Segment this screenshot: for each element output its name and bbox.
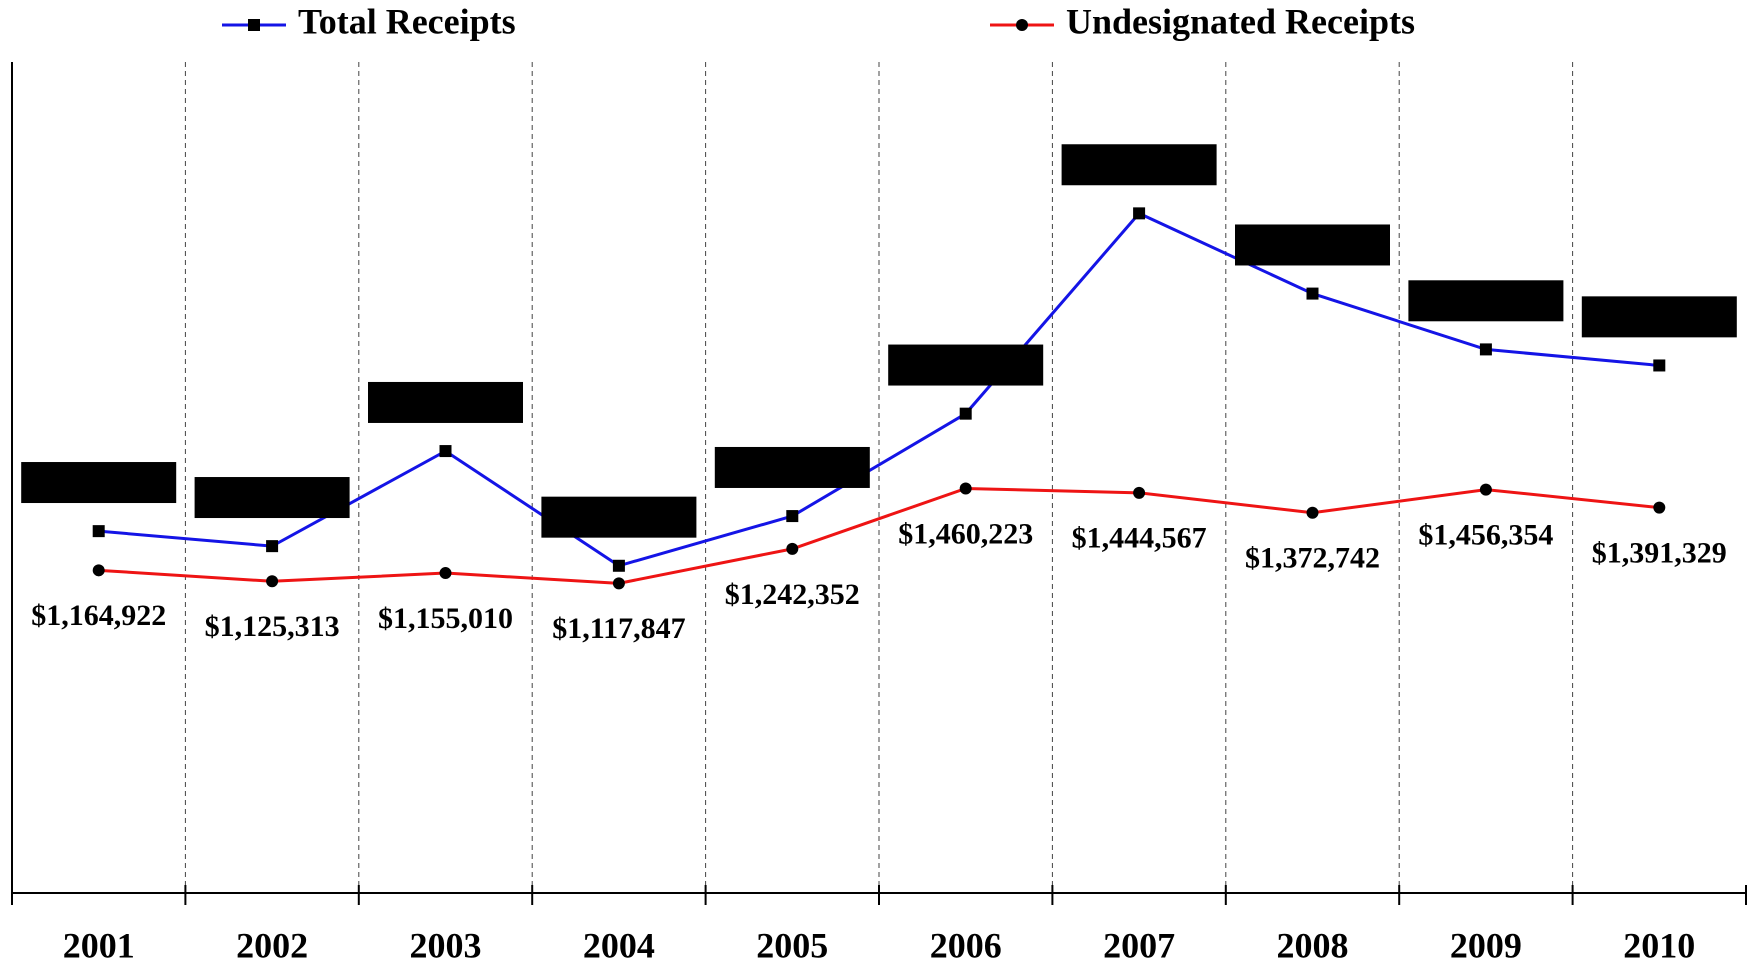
- point-marker: [1133, 486, 1146, 499]
- point-marker: [1479, 343, 1492, 356]
- data-label-box: [1061, 144, 1217, 186]
- data-label-text: $2,453,552: [1072, 148, 1207, 181]
- point-marker: [959, 407, 972, 420]
- legend-item: Undesignated Receipts: [990, 1, 1415, 41]
- data-label-text: $1,181,326: [551, 501, 686, 534]
- x-tick-label: 2002: [236, 925, 308, 965]
- data-label: $2,163,951: [1235, 224, 1390, 266]
- point-marker: [1306, 506, 1319, 519]
- data-label: $1,360,731: [714, 446, 870, 488]
- point-marker: [1306, 287, 1319, 300]
- data-label: $1,252,203: [194, 477, 350, 519]
- legend-label: Undesignated Receipts: [1066, 1, 1415, 41]
- series-line: [98, 487, 1660, 585]
- point-marker: [1479, 483, 1492, 496]
- x-tick-label: 2006: [930, 925, 1002, 965]
- data-label-box: [21, 462, 177, 504]
- x-tick-label: 2001: [63, 925, 135, 965]
- data-label-box: [194, 477, 350, 519]
- x-tick-label: 2007: [1103, 925, 1175, 965]
- data-label-text: $1,595,414: [378, 386, 513, 419]
- data-label: $1,460,223: [898, 517, 1033, 550]
- data-label: $1,595,414: [368, 381, 523, 423]
- data-label-text: $1,730,464: [898, 349, 1033, 382]
- data-label: $1,962,442: [1408, 280, 1564, 322]
- data-label-box: [1581, 296, 1737, 338]
- point-marker: [612, 577, 625, 590]
- legend-marker: [248, 19, 260, 31]
- data-label: $1,164,922: [31, 599, 166, 632]
- point-marker: [1653, 501, 1666, 514]
- point-marker: [1133, 207, 1146, 220]
- point-marker: [92, 525, 105, 538]
- data-label-text: $1,360,731: [725, 451, 860, 484]
- series-line: [98, 211, 1660, 568]
- data-label: $1,456,354: [1418, 518, 1553, 551]
- data-label-text: $1,904,456: [1592, 300, 1727, 333]
- data-label: $1,730,464: [888, 344, 1044, 386]
- data-label: $1,306,358: [21, 462, 177, 504]
- data-label: $1,181,326: [541, 496, 697, 538]
- data-label-box: [368, 381, 523, 423]
- point-marker: [1653, 359, 1666, 372]
- data-label: $1,155,010: [378, 602, 513, 635]
- data-label-box: [888, 344, 1044, 386]
- data-label-text: $1,306,358: [31, 466, 166, 499]
- x-tick-label: 2004: [583, 925, 655, 965]
- data-label-box: [1408, 280, 1564, 322]
- data-label: $1,372,742: [1245, 542, 1380, 575]
- point-marker: [92, 564, 105, 577]
- legend-label: Total Receipts: [298, 1, 516, 41]
- data-label: $1,391,329: [1592, 536, 1727, 569]
- x-tick-label: 2005: [756, 925, 828, 965]
- data-label-box: [1235, 224, 1390, 266]
- point-marker: [439, 445, 452, 458]
- legend-marker: [1016, 19, 1028, 31]
- x-tick-label: 2003: [410, 925, 482, 965]
- x-tick-label: 2009: [1450, 925, 1522, 965]
- x-tick-label: 2010: [1623, 925, 1695, 965]
- point-marker: [439, 567, 452, 580]
- data-label-box: [541, 496, 697, 538]
- point-marker: [266, 575, 279, 588]
- point-marker: [786, 510, 799, 523]
- data-label-text: $2,163,951: [1245, 228, 1380, 261]
- x-tick-label: 2008: [1277, 925, 1349, 965]
- data-label: $2,453,552: [1061, 144, 1217, 186]
- data-label: $1,444,567: [1072, 522, 1207, 555]
- data-label-text: $1,252,203: [205, 481, 340, 514]
- point-marker: [959, 482, 972, 495]
- data-label: $1,125,313: [205, 610, 340, 643]
- data-label-box: [714, 446, 870, 488]
- data-label: $1,242,352: [725, 578, 860, 611]
- point-marker: [266, 540, 279, 553]
- data-label-text: $1,962,442: [1418, 284, 1553, 317]
- legend-item: Total Receipts: [222, 1, 516, 41]
- point-marker: [786, 542, 799, 555]
- data-label: $1,117,847: [552, 612, 685, 645]
- point-marker: [612, 559, 625, 572]
- data-label: $1,904,456: [1581, 296, 1737, 338]
